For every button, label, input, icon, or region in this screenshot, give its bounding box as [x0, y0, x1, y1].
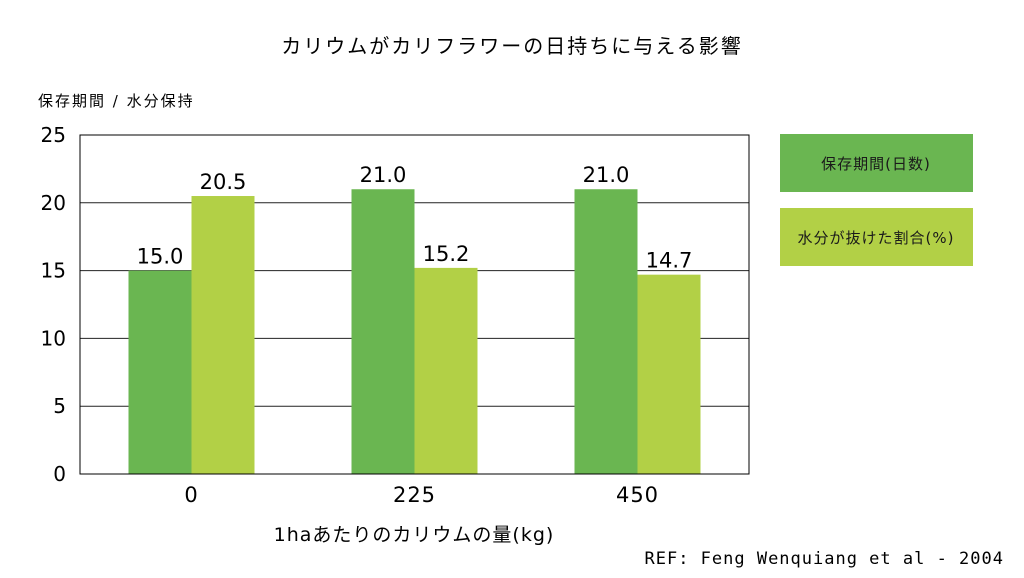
legend-swatch — [780, 134, 973, 192]
y-tick-label: 10 — [41, 326, 66, 350]
data-label: 20.5 — [200, 170, 247, 194]
y-tick-label: 25 — [41, 123, 66, 147]
bar-storage-days-225 — [351, 189, 415, 475]
data-label: 14.7 — [646, 249, 693, 273]
y-tick-label: 15 — [41, 259, 66, 283]
bars-group — [128, 189, 701, 475]
legend-swatch — [780, 208, 973, 266]
bar-storage-days-0 — [128, 270, 192, 474]
y-tick-labels: 0 5 10 15 20 25 — [41, 123, 66, 486]
data-label: 15.2 — [423, 242, 470, 266]
y-axis-label: 保存期間 / 水分保持 — [38, 92, 195, 110]
bar-moisture-loss-225 — [414, 267, 478, 474]
chart-title: カリウムがカリフラワーの日持ちに与える影響 — [281, 34, 742, 58]
data-label: 15.0 — [137, 245, 184, 269]
x-axis-label: 1haあたりのカリウムの量(kg) — [274, 524, 555, 546]
plot-frame — [79, 134, 750, 475]
reference-text: REF: Feng Wenquiang et al - 2004 — [644, 549, 1004, 569]
y-tick-label: 20 — [41, 191, 66, 215]
x-tick-label: 450 — [616, 483, 659, 507]
y-tick-label: 0 — [53, 462, 66, 486]
x-tick-label: 0 — [184, 483, 198, 507]
data-label: 21.0 — [583, 163, 630, 187]
bar-storage-days-450 — [574, 189, 638, 475]
y-tick-label: 5 — [53, 394, 66, 418]
data-label: 21.0 — [360, 163, 407, 187]
bar-moisture-loss-0 — [191, 196, 255, 474]
x-tick-labels: 0 225 450 — [184, 483, 659, 507]
legend: 保存期間(日数) 水分が抜けた割合(%) — [780, 134, 973, 266]
x-tick-label: 225 — [393, 483, 436, 507]
legend-label: 保存期間(日数) — [821, 155, 931, 173]
legend-label: 水分が抜けた割合(%) — [798, 229, 955, 247]
data-labels: 15.0 20.5 21.0 15.2 21.0 14.7 — [137, 163, 693, 272]
bar-moisture-loss-450 — [637, 274, 701, 474]
